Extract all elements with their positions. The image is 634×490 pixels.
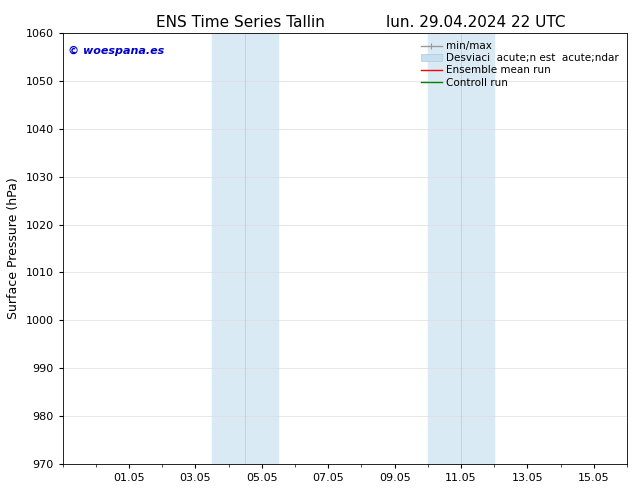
Bar: [428, 33, 495, 464]
Text: ENS Time Series Tallin: ENS Time Series Tallin: [157, 15, 325, 30]
Legend: min/max, Desviaci  acute;n est  acute;ndar, Ensemble mean run, Controll run: min/max, Desviaci acute;n est acute;ndar…: [418, 38, 622, 91]
Text: © woespana.es: © woespana.es: [68, 46, 165, 56]
Text: lun. 29.04.2024 22 UTC: lun. 29.04.2024 22 UTC: [385, 15, 566, 30]
Y-axis label: Surface Pressure (hPa): Surface Pressure (hPa): [7, 178, 20, 319]
Bar: [212, 33, 278, 464]
